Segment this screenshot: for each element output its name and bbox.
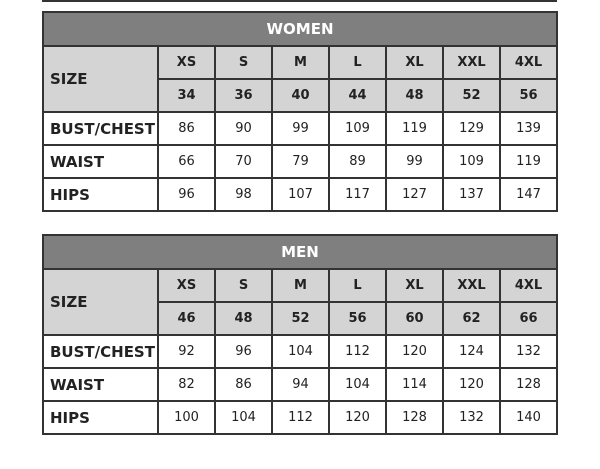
measurement-value: 109: [442, 144, 501, 179]
size-code: S: [214, 45, 273, 80]
measurement-value: 117: [328, 177, 387, 212]
measurement-value: 132: [442, 400, 501, 435]
size-number: 60: [385, 301, 444, 336]
size-number: 40: [271, 78, 330, 113]
measurement-label: HIPS: [42, 177, 159, 212]
previous-table-edge: [42, 0, 557, 2]
measurement-value: 128: [385, 400, 444, 435]
measurement-value: 86: [214, 367, 273, 402]
size-number: 56: [328, 301, 387, 336]
measurement-value: 99: [271, 111, 330, 146]
measurement-value: 89: [328, 144, 387, 179]
size-code: M: [271, 45, 330, 80]
measurement-value: 124: [442, 334, 501, 369]
size-code: XXL: [442, 45, 501, 80]
measurement-label: WAIST: [42, 367, 159, 402]
size-code: L: [328, 45, 387, 80]
measurement-value: 132: [499, 334, 558, 369]
size-number: 48: [385, 78, 444, 113]
measurement-value: 96: [214, 334, 273, 369]
size-code: XS: [157, 45, 216, 80]
measurement-value: 94: [271, 367, 330, 402]
measurement-value: 120: [328, 400, 387, 435]
measurement-value: 104: [271, 334, 330, 369]
table-row: WAIST 82 86 94 104 114 120 128: [42, 367, 558, 402]
size-number: 66: [499, 301, 558, 336]
size-number: 34: [157, 78, 216, 113]
measurement-value: 114: [385, 367, 444, 402]
table-row: BUST/CHEST 86 90 99 109 119 129 139: [42, 111, 558, 146]
table-row: HIPS 100 104 112 120 128 132 140: [42, 400, 558, 435]
measurement-label: BUST/CHEST: [42, 334, 159, 369]
measurement-value: 90: [214, 111, 273, 146]
measurement-label: WAIST: [42, 144, 159, 179]
measurement-value: 92: [157, 334, 216, 369]
size-label: SIZE: [42, 268, 159, 336]
size-label: SIZE: [42, 45, 159, 113]
size-code: S: [214, 268, 273, 303]
size-number: 52: [442, 78, 501, 113]
measurement-value: 112: [271, 400, 330, 435]
measurement-value: 140: [499, 400, 558, 435]
men-size-table: MEN SIZE XS S M L XL XXL 4XL 46 48 52 56 60 62 66 BUST/C…: [42, 234, 558, 435]
measurement-value: 119: [499, 144, 558, 179]
size-number: 62: [442, 301, 501, 336]
size-number: 46: [157, 301, 216, 336]
size-code: XL: [385, 268, 444, 303]
measurement-value: 127: [385, 177, 444, 212]
size-code: XL: [385, 45, 444, 80]
size-number: 52: [271, 301, 330, 336]
size-code: XS: [157, 268, 216, 303]
measurement-value: 120: [385, 334, 444, 369]
measurement-value: 100: [157, 400, 216, 435]
size-number: 44: [328, 78, 387, 113]
size-code: XXL: [442, 268, 501, 303]
measurement-value: 66: [157, 144, 216, 179]
men-title: MEN: [42, 234, 558, 270]
measurement-value: 79: [271, 144, 330, 179]
table-row: BUST/CHEST 92 96 104 112 120 124 132: [42, 334, 558, 369]
measurement-label: BUST/CHEST: [42, 111, 159, 146]
size-code: M: [271, 268, 330, 303]
measurement-value: 70: [214, 144, 273, 179]
measurement-value: 112: [328, 334, 387, 369]
measurement-value: 137: [442, 177, 501, 212]
measurement-label: HIPS: [42, 400, 159, 435]
size-number: 36: [214, 78, 273, 113]
measurement-value: 107: [271, 177, 330, 212]
size-number: 56: [499, 78, 558, 113]
women-title: WOMEN: [42, 11, 558, 47]
table-row: WAIST 66 70 79 89 99 109 119: [42, 144, 558, 179]
size-number: 48: [214, 301, 273, 336]
women-size-table: WOMEN SIZE XS S M L XL XXL 4XL 34 36 40 44 48 52 56 BUST…: [42, 11, 558, 212]
measurement-value: 139: [499, 111, 558, 146]
measurement-value: 86: [157, 111, 216, 146]
measurement-value: 128: [499, 367, 558, 402]
measurement-value: 147: [499, 177, 558, 212]
measurement-value: 98: [214, 177, 273, 212]
measurement-value: 120: [442, 367, 501, 402]
measurement-value: 96: [157, 177, 216, 212]
measurement-value: 104: [214, 400, 273, 435]
size-code: 4XL: [499, 268, 558, 303]
measurement-value: 129: [442, 111, 501, 146]
table-row: HIPS 96 98 107 117 127 137 147: [42, 177, 558, 212]
size-code: L: [328, 268, 387, 303]
size-code: 4XL: [499, 45, 558, 80]
measurement-value: 109: [328, 111, 387, 146]
measurement-value: 104: [328, 367, 387, 402]
measurement-value: 99: [385, 144, 444, 179]
measurement-value: 119: [385, 111, 444, 146]
measurement-value: 82: [157, 367, 216, 402]
